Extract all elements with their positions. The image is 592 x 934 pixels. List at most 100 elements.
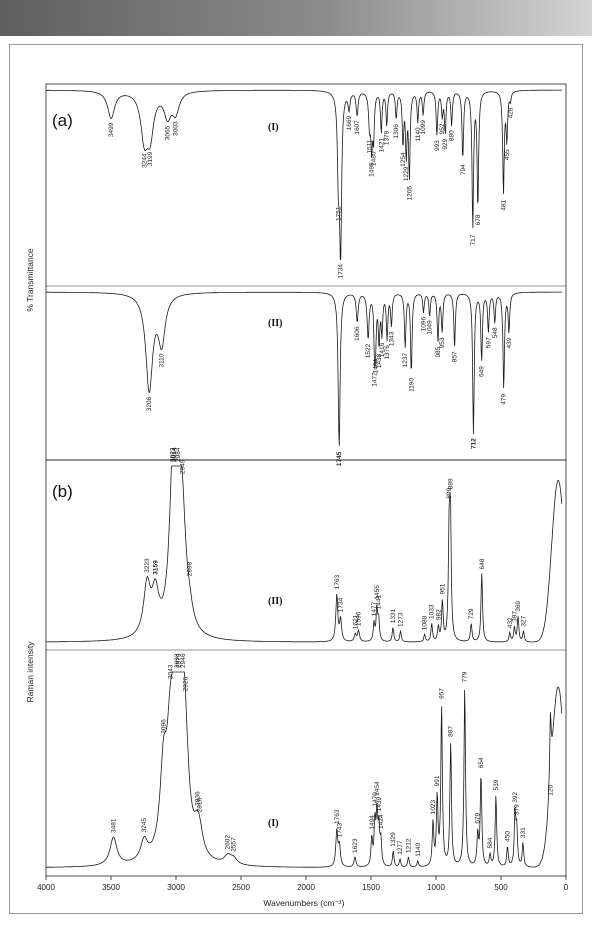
ir-I-peak-label-3065: 3065 xyxy=(165,125,172,140)
raman-II-peak-label-1621: 1621 xyxy=(352,614,359,629)
raman-I-peak-label-1623: 1623 xyxy=(352,838,359,853)
raman-I-peak-label-3245: 3245 xyxy=(141,818,148,833)
raman-I-peak-label-779: 779 xyxy=(462,671,469,682)
figure-frame xyxy=(9,44,583,914)
raman-II-peak-label-3014: 3014 xyxy=(171,447,178,462)
raman-I-peak-label-2836: 2836 xyxy=(194,791,201,806)
ir-II-peak-label-857: 857 xyxy=(452,351,459,362)
raman-I-peak-label-379: 379 xyxy=(514,804,521,815)
raman-II-peak-label-369: 369 xyxy=(515,601,522,612)
ir-I-peak-label-3244: 3244 xyxy=(141,153,148,168)
raman-I-peak-label-2557: 2557 xyxy=(231,837,238,852)
raman-II-peak-label-1477: 1477 xyxy=(371,601,378,616)
ir-II-peak-label-953: 953 xyxy=(439,337,446,348)
raman-II-peak-label-327: 327 xyxy=(521,615,528,626)
raman-I-peak-label-584: 584 xyxy=(487,837,494,848)
raman-I-peak-label-331: 331 xyxy=(520,827,527,838)
x-tick-label-2500: 2500 xyxy=(232,883,250,892)
ir-y-axis-title: % Transmittance xyxy=(25,248,35,312)
ir-I-peak-label-993: 993 xyxy=(434,140,441,151)
raman-II-peak-label-1331: 1331 xyxy=(390,608,397,623)
ir-II-spectrum-line xyxy=(46,291,562,446)
raman-II-peak-label-1596: 1596 xyxy=(356,611,363,626)
raman-II-peak-label-1734: 1734 xyxy=(338,597,345,612)
raman-II-peak-label-1088: 1088 xyxy=(422,615,429,630)
curves-layer xyxy=(46,89,563,868)
ir-I-peak-label-1254: 1254 xyxy=(400,152,407,167)
ir-II-peak-label-712: 712 xyxy=(470,438,477,449)
ir-II-peak-label-1472: 1472 xyxy=(372,372,379,387)
raman-I-peak-label-3481: 3481 xyxy=(111,818,118,833)
raman-II-peak-label-729: 729 xyxy=(468,608,475,619)
ir-II-peak-label-479: 479 xyxy=(501,394,508,405)
ir-I-peak-label-455: 455 xyxy=(504,149,511,160)
header-bar xyxy=(0,0,592,36)
x-tick-label-1500: 1500 xyxy=(362,883,380,892)
ir-II-peak-label-1522: 1522 xyxy=(365,343,372,358)
ir-II-peak-label-3206: 3206 xyxy=(146,396,153,411)
ir-I-peak-label-3199: 3199 xyxy=(147,151,154,166)
raman-II-peak-label-1455: 1455 xyxy=(374,585,381,600)
ir-I-peak-label-3499: 3499 xyxy=(108,122,115,137)
raman-I-peak-label-450: 450 xyxy=(505,831,512,842)
ir-II-peak-label-1606: 1606 xyxy=(354,326,361,341)
raman-I-peak-label-1023: 1023 xyxy=(430,799,437,814)
ir-I-peak-label-1140: 1140 xyxy=(415,127,422,141)
axes-layer: 4000 3500 3000 2500 2000 1500 1000 500 0 xyxy=(37,83,569,892)
ir-I-peak-label-929: 929 xyxy=(442,138,449,149)
ir-II-peak-label-1464: 1464 xyxy=(373,359,380,374)
ir-I-sample-tag: (I) xyxy=(268,122,279,133)
raman-II-peak-label-2898: 2898 xyxy=(186,561,193,576)
ir-I-peak-label-1421: 1421 xyxy=(378,138,385,153)
raman-I-peak-label-3096: 3096 xyxy=(161,719,168,734)
raman-I-peak-label-1277: 1277 xyxy=(397,840,404,855)
raman-I-peak-label-2926: 2926 xyxy=(183,677,190,692)
ir-I-peak-label-1751: 1751 xyxy=(335,206,342,221)
raman-I-peak-label-1763: 1763 xyxy=(334,809,341,824)
ir-I-peak-label-1229: 1229 xyxy=(403,166,410,181)
ir-I-peak-label-1495: 1495 xyxy=(369,162,376,177)
raman-I-peak-label-2979: 2979 xyxy=(176,653,183,668)
raman-II-peak-label-397: 397 xyxy=(511,611,518,622)
raman-I-peak-label-679: 679 xyxy=(475,812,482,823)
ir-I-peak-label-1669: 1669 xyxy=(346,116,353,131)
raman-II-peak-label-982: 982 xyxy=(435,609,442,620)
ir-plot-frame xyxy=(45,83,567,461)
ir-II-peak-label-1438: 1438 xyxy=(376,353,383,368)
raman-I-peak-label-1329: 1329 xyxy=(390,832,397,847)
raman-I-peak-label-1140: 1140 xyxy=(415,842,422,856)
x-tick-label-2000: 2000 xyxy=(297,883,315,892)
ir-II-peak-label-597: 597 xyxy=(485,337,492,348)
ir-I-peak-label-717: 717 xyxy=(470,234,477,245)
ir-I-peak-label-3003: 3003 xyxy=(173,121,180,136)
raman-I-peak-label-1439: 1439 xyxy=(376,796,383,811)
raman-II-peak-label-1273: 1273 xyxy=(398,612,405,627)
raman-II-peak-label-1441: 1441 xyxy=(376,594,383,609)
raman-I-peak-label-392: 392 xyxy=(512,792,519,803)
raman-plot-frame xyxy=(45,459,567,877)
raman-II-peak-label-648: 648 xyxy=(479,558,486,569)
x-tick-label-1000: 1000 xyxy=(427,883,445,892)
ir-I-peak-label-794: 794 xyxy=(460,164,467,175)
raman-II-peak-label-1033: 1033 xyxy=(429,604,436,619)
x-tick-label-4000: 4000 xyxy=(37,883,55,892)
raman-II-sample-tag: (II) xyxy=(268,596,282,607)
raman-y-axis-title: Raman intensity xyxy=(25,641,35,703)
ir-II-peak-label-439: 439 xyxy=(506,337,513,348)
ir-I-peak-label-481: 481 xyxy=(501,199,508,210)
ir-II-peak-label-1049: 1049 xyxy=(427,320,434,335)
x-tick-label-500: 500 xyxy=(494,883,508,892)
ir-II-peak-label-649: 649 xyxy=(479,366,486,377)
ir-II-sample-tag: (II) xyxy=(268,318,282,329)
ir-I-peak-label-678: 678 xyxy=(475,214,482,225)
x-tick-label-0: 0 xyxy=(564,883,569,892)
raman-II-peak-label-3027: 3027 xyxy=(170,447,177,462)
raman-II-peak-label-1763: 1763 xyxy=(334,574,341,589)
raman-I-peak-label-887: 887 xyxy=(448,726,455,737)
raman-I-peak-label-2602: 2602 xyxy=(225,835,232,850)
raman-I-sample-tag: (I) xyxy=(268,818,279,829)
raman-I-peak-label-2818: 2818 xyxy=(197,798,204,813)
ir-II-peak-label-1343: 1343 xyxy=(388,331,395,346)
raman-II-peak-label-3223: 3223 xyxy=(144,558,151,573)
